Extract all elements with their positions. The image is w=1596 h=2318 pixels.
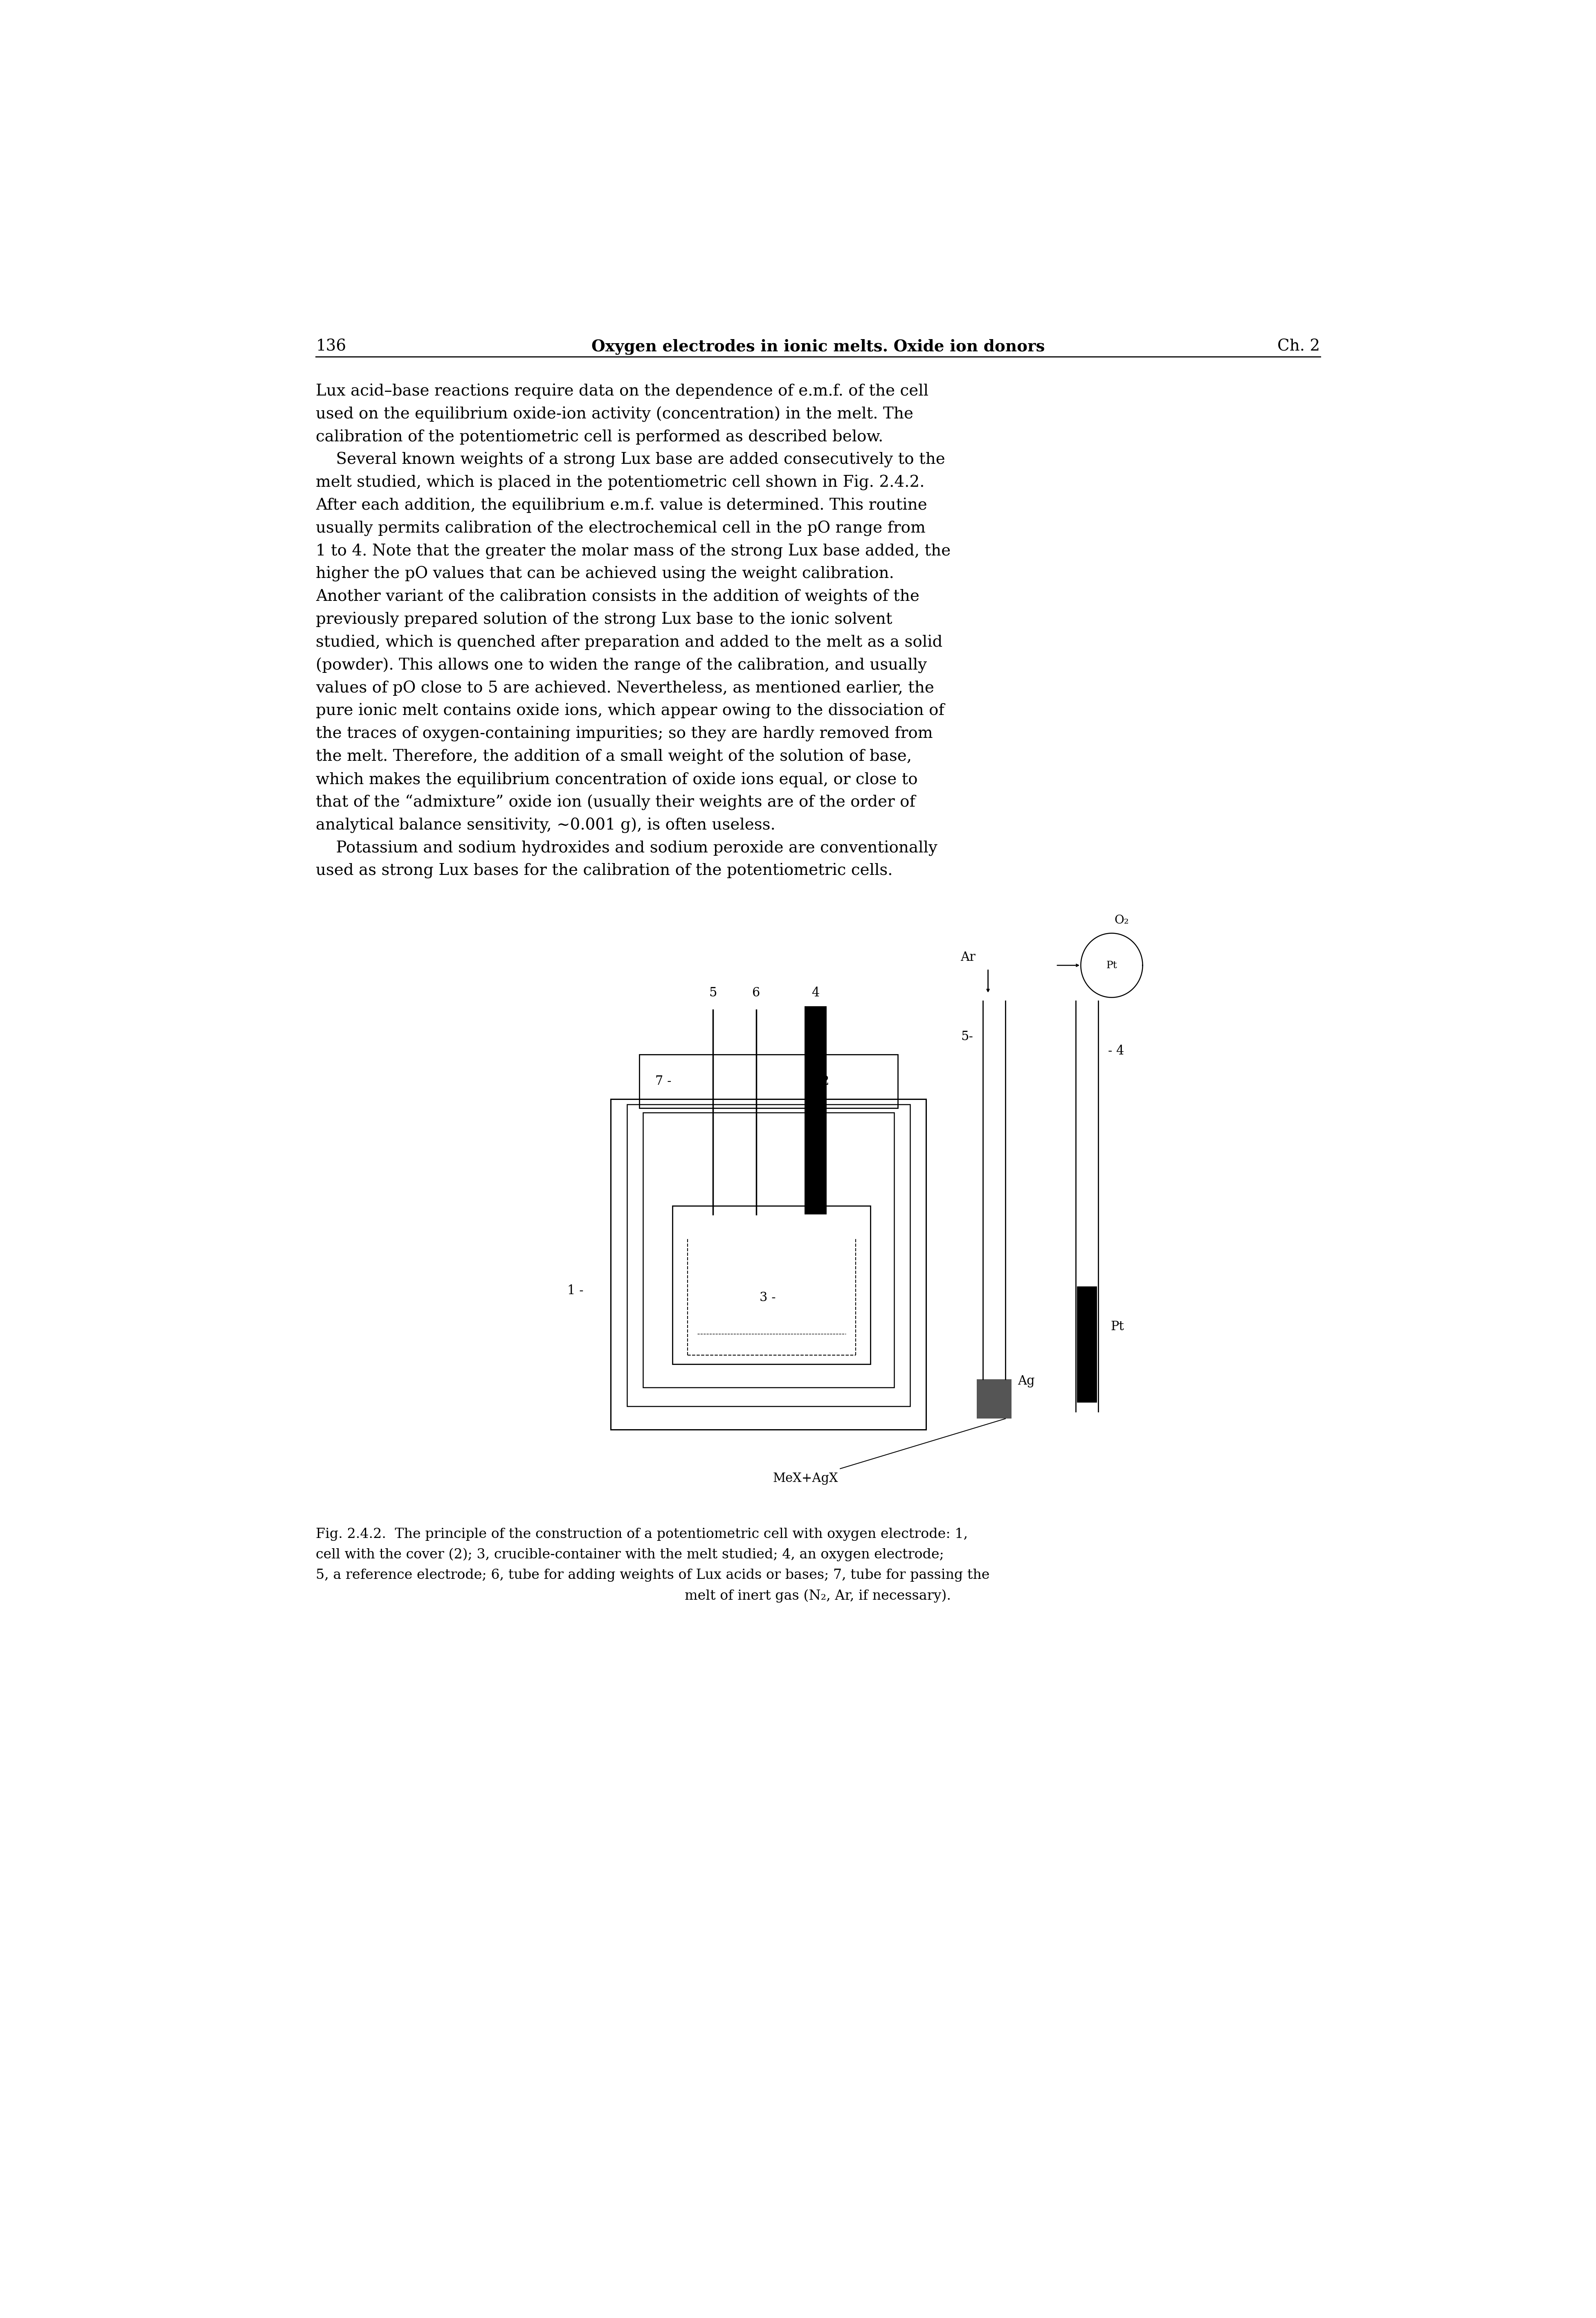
Text: 5-: 5-	[961, 1032, 974, 1043]
Text: Oxygen electrodes in ionic melts. Oxide ion donors: Oxygen electrodes in ionic melts. Oxide …	[591, 338, 1045, 355]
Text: Several known weights of a strong Lux base are added consecutively to the: Several known weights of a strong Lux ba…	[316, 452, 945, 468]
Text: studied, which is quenched after preparation and added to the melt as a solid: studied, which is quenched after prepara…	[316, 635, 943, 649]
Bar	[638, 1055, 899, 1108]
Text: previously prepared solution of the strong Lux base to the ionic solvent: previously prepared solution of the stro…	[316, 612, 892, 628]
Text: After each addition, the equilibrium e.m.f. value is determined. This routine: After each addition, the equilibrium e.m…	[316, 498, 927, 512]
Text: Ar: Ar	[961, 950, 975, 964]
Bar	[611, 1099, 926, 1430]
Text: Ag: Ag	[1018, 1375, 1034, 1388]
Text: O₂: O₂	[1114, 916, 1128, 927]
Text: 3 -: 3 -	[760, 1291, 776, 1305]
Bar	[977, 1379, 1012, 1419]
Text: Pt: Pt	[1106, 960, 1117, 969]
Text: cell with the cover (2); 3, crucible-container with the melt studied; 4, an oxyg: cell with the cover (2); 3, crucible-con…	[316, 1548, 943, 1562]
Text: 1 to 4. Note that the greater the molar mass of the strong Lux base added, the: 1 to 4. Note that the greater the molar …	[316, 542, 951, 559]
Text: 1 -: 1 -	[567, 1284, 584, 1298]
Text: melt studied, which is placed in the potentiometric cell shown in Fig. 2.4.2.: melt studied, which is placed in the pot…	[316, 475, 924, 491]
Bar	[804, 1006, 827, 1215]
Text: that of the “admixture” oxide ion (usually their weights are of the order of: that of the “admixture” oxide ion (usual…	[316, 795, 916, 811]
Text: Potassium and sodium hydroxides and sodium peroxide are conventionally: Potassium and sodium hydroxides and sodi…	[316, 841, 937, 855]
Text: the melt. Therefore, the addition of a small weight of the solution of base,: the melt. Therefore, the addition of a s…	[316, 749, 911, 765]
Text: 4: 4	[811, 987, 819, 999]
Text: 7 -: 7 -	[656, 1076, 672, 1087]
Text: Fig. 2.4.2.  The principle of the construction of a potentiometric cell with oxy: Fig. 2.4.2. The principle of the constru…	[316, 1528, 967, 1541]
Text: 5, a reference electrode; 6, tube for adding weights of Lux acids or bases; 7, t: 5, a reference electrode; 6, tube for ad…	[316, 1569, 990, 1581]
Text: 5: 5	[709, 987, 717, 999]
Text: - 4: - 4	[1108, 1045, 1124, 1057]
Bar	[672, 1205, 870, 1365]
Text: Pt: Pt	[1111, 1321, 1124, 1333]
Text: Lux acid–base reactions require data on the dependence of e.m.f. of the cell: Lux acid–base reactions require data on …	[316, 382, 929, 399]
Text: used on the equilibrium oxide-ion activity (concentration) in the melt. The: used on the equilibrium oxide-ion activi…	[316, 406, 913, 422]
Text: melt of inert gas (N₂, Ar, if necessary).: melt of inert gas (N₂, Ar, if necessary)…	[685, 1590, 951, 1602]
Text: calibration of the potentiometric cell is performed as described below.: calibration of the potentiometric cell i…	[316, 429, 883, 445]
Bar	[627, 1106, 910, 1407]
Text: (powder). This allows one to widen the range of the calibration, and usually: (powder). This allows one to widen the r…	[316, 658, 927, 672]
Text: pure ionic melt contains oxide ions, which appear owing to the dissociation of: pure ionic melt contains oxide ions, whi…	[316, 702, 945, 719]
Text: Ch. 2: Ch. 2	[1277, 338, 1320, 355]
Text: Another variant of the calibration consists in the addition of weights of the: Another variant of the calibration consi…	[316, 589, 919, 605]
Text: which makes the equilibrium concentration of oxide ions equal, or close to: which makes the equilibrium concentratio…	[316, 772, 918, 788]
Text: used as strong Lux bases for the calibration of the potentiometric cells.: used as strong Lux bases for the calibra…	[316, 862, 892, 879]
Text: the traces of oxygen-containing impurities; so they are hardly removed from: the traces of oxygen-containing impuriti…	[316, 726, 932, 742]
Text: MeX+AgX: MeX+AgX	[772, 1472, 838, 1486]
Text: 136: 136	[316, 338, 346, 355]
Bar	[1077, 1286, 1096, 1402]
Text: 6: 6	[752, 987, 760, 999]
Bar	[643, 1113, 894, 1388]
Text: higher the pO values that can be achieved using the weight calibration.: higher the pO values that can be achieve…	[316, 566, 894, 582]
Text: usually permits calibration of the electrochemical cell in the pO range from: usually permits calibration of the elect…	[316, 522, 926, 535]
Text: analytical balance sensitivity, ∼0.001 g), is often useless.: analytical balance sensitivity, ∼0.001 g…	[316, 818, 776, 832]
Text: values of pO close to 5 are achieved. Nevertheless, as mentioned earlier, the: values of pO close to 5 are achieved. Ne…	[316, 681, 934, 695]
Text: 2: 2	[822, 1076, 830, 1087]
